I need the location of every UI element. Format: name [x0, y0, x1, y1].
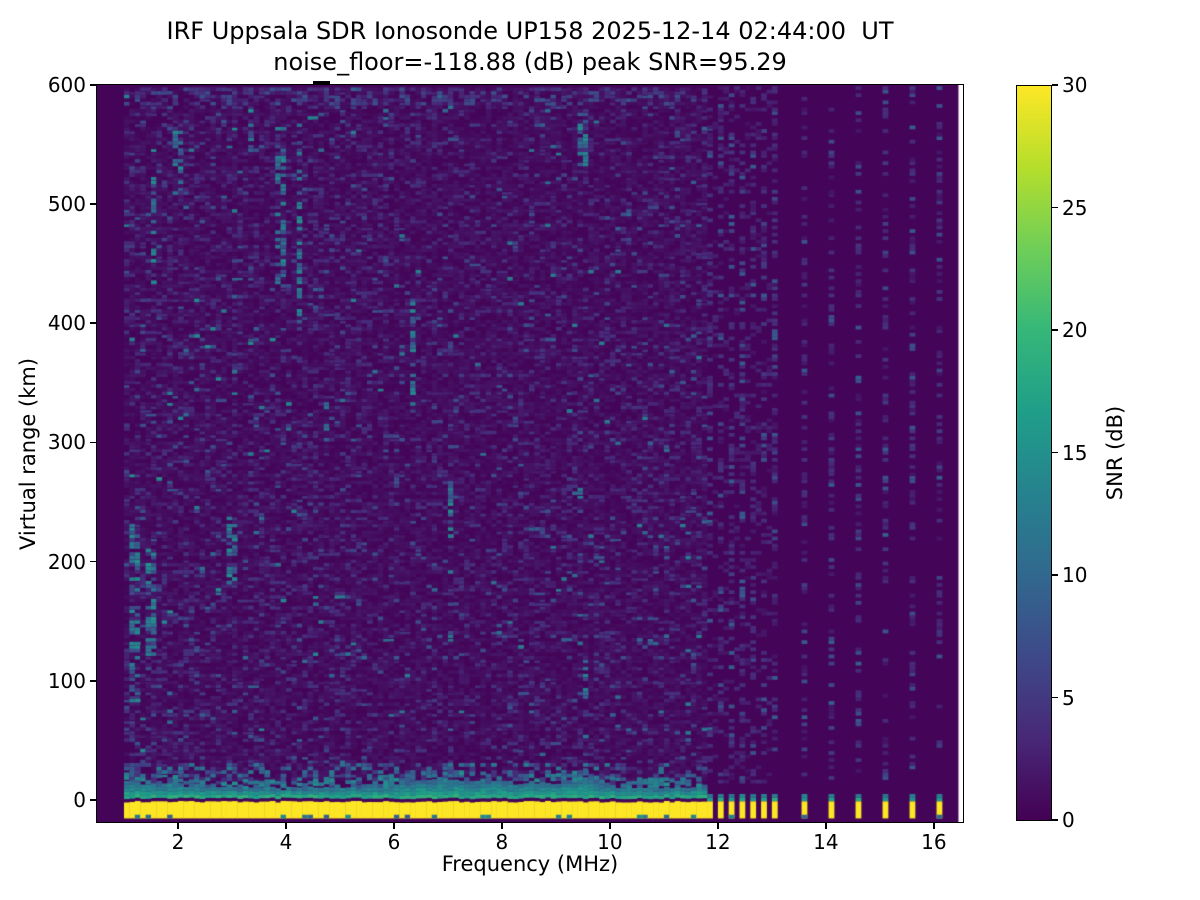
y-tick-mark [90, 322, 96, 325]
x-tick-mark [393, 823, 395, 829]
y-tick-mark [90, 441, 96, 444]
colorbar-tick-label: 10 [1062, 563, 1088, 587]
y-tick-mark [90, 203, 96, 205]
colorbar-tick-label: 0 [1062, 808, 1075, 832]
colorbar-tick-label: 5 [1062, 685, 1075, 710]
x-tick-label: 14 [813, 830, 839, 854]
x-tick-mark [609, 823, 611, 829]
colorbar-tick-mark [1052, 451, 1058, 454]
y-tick-mark [90, 799, 96, 801]
y-tick-label: 0 [73, 787, 86, 812]
y-tick-mark [90, 679, 96, 682]
x-tick-mark [717, 823, 719, 829]
top-spine-mark [313, 81, 330, 85]
x-axis-label: Frequency (MHz) [441, 852, 619, 876]
colorbar-tick-label: 15 [1062, 440, 1088, 465]
y-tick-label: 400 [47, 311, 86, 336]
x-tick-label: 2 [171, 830, 185, 854]
x-tick-label: 12 [705, 830, 731, 854]
x-tick-label: 10 [597, 830, 623, 854]
y-tick-label: 100 [47, 668, 86, 693]
colorbar-tick-mark [1052, 329, 1058, 331]
colorbar-tick-label: 25 [1062, 195, 1088, 220]
x-tick-mark [177, 823, 179, 829]
plot-title: IRF Uppsala SDR Ionosonde UP158 2025-12-… [166, 17, 894, 45]
y-tick-label: 500 [47, 192, 86, 217]
colorbar-tick-mark [1052, 206, 1058, 209]
colorbar-label-wrap: SNR (dB) [1094, 85, 1136, 821]
x-tick-mark [932, 823, 935, 829]
plot-subtitle: noise_floor=-118.88 (dB) peak SNR=95.29 [273, 48, 787, 76]
colorbar-tick-label: 30 [1062, 73, 1088, 97]
colorbar-label: SNR (dB) [1103, 405, 1127, 501]
colorbar-tick-label: 20 [1062, 318, 1088, 342]
colorbar [1016, 85, 1052, 821]
colorbar-tick-mark [1052, 84, 1058, 86]
y-tick-label: 600 [47, 73, 86, 97]
colorbar-tick-mark [1052, 696, 1058, 699]
x-tick-label: 4 [279, 830, 293, 854]
y-tick-mark [90, 560, 96, 563]
y-axis-label-wrap: Virtual range (km) [6, 85, 50, 822]
x-tick-mark [501, 823, 503, 829]
y-tick-label: 200 [47, 549, 86, 574]
colorbar-tick-mark [1052, 574, 1058, 576]
x-tick-mark [285, 823, 287, 829]
ionogram-heatmap [97, 85, 963, 822]
x-tick-label: 6 [387, 830, 401, 854]
y-axis-label: Virtual range (km) [16, 357, 41, 550]
y-tick-label: 300 [47, 430, 86, 455]
x-tick-label: 16 [921, 830, 947, 854]
x-tick-mark [825, 823, 827, 829]
y-tick-mark [90, 84, 96, 86]
x-tick-label: 8 [495, 830, 509, 854]
colorbar-tick-mark [1052, 819, 1058, 821]
